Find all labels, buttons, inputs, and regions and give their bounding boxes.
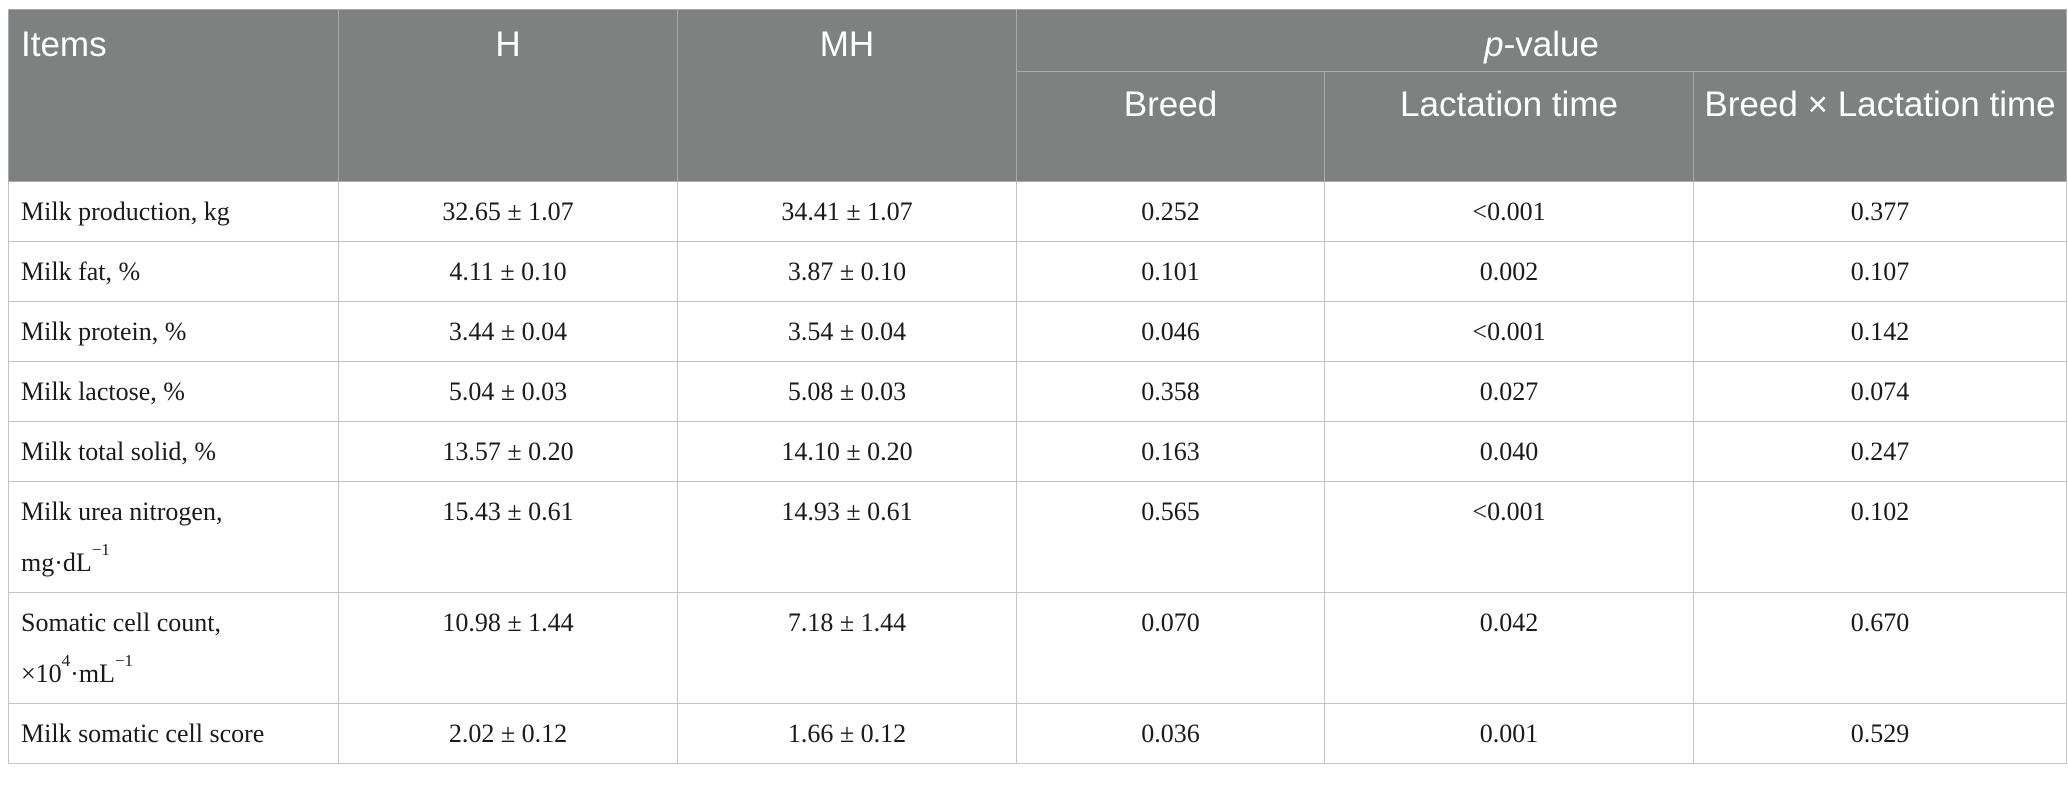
cell-mh: 1.66 ± 0.12 — [677, 703, 1017, 764]
cell-breed: 0.101 — [1016, 241, 1325, 302]
header-row-1: Items H MH p-value — [8, 9, 2068, 182]
row-item-unit-exponent: −1 — [91, 540, 110, 559]
row-item-unit-mid: ·mL — [70, 659, 115, 688]
cell-h: 13.57 ± 0.20 — [338, 421, 678, 482]
table-row: Somatic cell count, ×104·mL−1 10.98 ± 1.4… — [8, 592, 2068, 704]
cell-interaction: 0.142 — [1692, 301, 2068, 362]
cell-mh: 3.54 ± 0.04 — [677, 301, 1017, 362]
table-row: Milk lactose, % 5.04 ± 0.03 5.08 ± 0.03 … — [8, 361, 2068, 422]
cell-interaction: 0.529 — [1692, 703, 2068, 764]
row-item: Somatic cell count, ×104·mL−1 — [8, 592, 339, 704]
cell-h: 5.04 ± 0.03 — [338, 361, 678, 422]
cell-lactation: <0.001 — [1324, 481, 1694, 593]
cell-breed: 0.163 — [1016, 421, 1325, 482]
cell-h: 32.65 ± 1.07 — [338, 181, 678, 242]
cell-lactation: 0.001 — [1324, 703, 1694, 764]
table-body: Milk production, kg 32.65 ± 1.07 34.41 ±… — [8, 181, 2068, 764]
data-table-container: Items H MH p-value Breed Lactation time … — [8, 9, 2068, 764]
row-item: Milk urea nitrogen, mg·dL−1 — [8, 481, 339, 593]
cell-mh: 14.10 ± 0.20 — [677, 421, 1017, 482]
table-row: Milk fat, % 4.11 ± 0.10 3.87 ± 0.10 0.10… — [8, 241, 2068, 302]
header-p-rest: -value — [1503, 25, 1599, 64]
cell-lactation: 0.027 — [1324, 361, 1694, 422]
row-item-line1: Milk urea nitrogen, — [21, 497, 223, 526]
cell-breed: 0.252 — [1016, 181, 1325, 242]
cell-breed: 0.046 — [1016, 301, 1325, 362]
header-row-2: Breed Lactation time Breed × Lactation t… — [9, 71, 2068, 182]
cell-breed: 0.565 — [1016, 481, 1325, 593]
cell-mh: 14.93 ± 0.61 — [677, 481, 1017, 593]
cell-interaction: 0.107 — [1692, 241, 2068, 302]
cell-h: 10.98 ± 1.44 — [338, 592, 678, 704]
cell-lactation: 0.002 — [1324, 241, 1694, 302]
row-item-unit-exponent-1: 4 — [61, 651, 71, 670]
cell-lactation: <0.001 — [1324, 301, 1694, 362]
table-header: Items H MH p-value Breed Lactation time … — [8, 9, 2068, 182]
row-item: Milk somatic cell score — [8, 703, 339, 764]
cell-interaction: 0.074 — [1692, 361, 2068, 422]
cell-interaction: 0.247 — [1692, 421, 2068, 482]
header-h: H — [338, 9, 678, 182]
row-item: Milk protein, % — [8, 301, 339, 362]
header-p-italic: p — [1484, 25, 1504, 64]
row-item: Milk total solid, % — [8, 421, 339, 482]
cell-h: 4.11 ± 0.10 — [338, 241, 678, 302]
cell-breed: 0.070 — [1016, 592, 1325, 704]
header-lactation-time: Lactation time — [1324, 71, 1694, 182]
cell-interaction: 0.377 — [1692, 181, 2068, 242]
cell-lactation: 0.042 — [1324, 592, 1694, 704]
cell-interaction: 0.670 — [1692, 592, 2068, 704]
table-row: Milk urea nitrogen, mg·dL−1 15.43 ± 0.61 … — [8, 481, 2068, 593]
row-item-unit-exponent-2: −1 — [114, 651, 134, 670]
cell-breed: 0.036 — [1016, 703, 1325, 764]
cell-mh: 7.18 ± 1.44 — [677, 592, 1017, 704]
row-item: Milk lactose, % — [8, 361, 339, 422]
cell-lactation: 0.040 — [1324, 421, 1694, 482]
header-mh: MH — [677, 9, 1017, 182]
row-item-unit: mg·dL — [21, 548, 92, 577]
cell-mh: 34.41 ± 1.07 — [677, 181, 1017, 242]
row-item: Milk production, kg — [8, 181, 339, 242]
cell-mh: 5.08 ± 0.03 — [677, 361, 1017, 422]
table-row: Milk somatic cell score 2.02 ± 0.12 1.66… — [8, 703, 2068, 764]
table-row: Milk production, kg 32.65 ± 1.07 34.41 ±… — [8, 181, 2068, 242]
table-row: Milk protein, % 3.44 ± 0.04 3.54 ± 0.04 … — [8, 301, 2068, 362]
header-breed: Breed — [1016, 71, 1325, 182]
cell-h: 2.02 ± 0.12 — [338, 703, 678, 764]
cell-lactation: <0.001 — [1324, 181, 1694, 242]
header-items: Items — [8, 9, 339, 182]
row-item: Milk fat, % — [8, 241, 339, 302]
row-item-line1: Somatic cell count, — [21, 608, 222, 637]
cell-breed: 0.358 — [1016, 361, 1325, 422]
header-interaction: Breed × Lactation time — [1692, 71, 2068, 182]
cell-mh: 3.87 ± 0.10 — [677, 241, 1017, 302]
table-row: Milk total solid, % 13.57 ± 0.20 14.10 ±… — [8, 421, 2068, 482]
cell-h: 15.43 ± 0.61 — [338, 481, 678, 593]
cell-interaction: 0.102 — [1692, 481, 2068, 593]
data-table: Items H MH p-value Breed Lactation time … — [8, 9, 2068, 764]
cell-h: 3.44 ± 0.04 — [338, 301, 678, 362]
row-item-unit-prefix: ×10 — [21, 659, 62, 688]
header-p-value: p-value — [1015, 9, 2068, 72]
